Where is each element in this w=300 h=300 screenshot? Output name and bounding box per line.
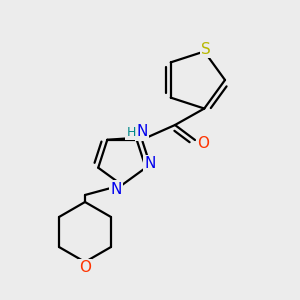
Text: H: H [126, 125, 136, 139]
Text: S: S [201, 42, 211, 57]
Text: O: O [79, 260, 91, 275]
Text: O: O [197, 136, 209, 151]
Text: N: N [136, 124, 148, 140]
Text: N: N [144, 156, 155, 171]
Text: N: N [110, 182, 122, 196]
